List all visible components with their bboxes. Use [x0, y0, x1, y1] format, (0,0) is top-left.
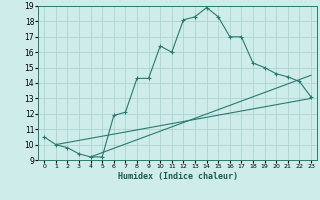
X-axis label: Humidex (Indice chaleur): Humidex (Indice chaleur) — [118, 172, 238, 181]
